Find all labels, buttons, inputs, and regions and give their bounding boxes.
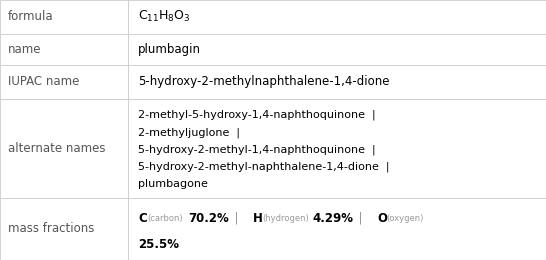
Text: 2-methyl-5-hydroxy-1,4-naphthoquinone  |: 2-methyl-5-hydroxy-1,4-naphthoquinone | bbox=[138, 110, 376, 120]
Bar bbox=[0, 198, 128, 260]
Text: 70.2%: 70.2% bbox=[188, 212, 229, 225]
Text: plumbagin: plumbagin bbox=[138, 43, 201, 56]
Text: plumbagone: plumbagone bbox=[138, 179, 208, 189]
Bar bbox=[0, 65, 128, 99]
Bar bbox=[128, 99, 546, 198]
Text: |: | bbox=[227, 212, 246, 225]
Bar bbox=[128, 34, 546, 65]
Bar bbox=[128, 65, 546, 99]
Text: O: O bbox=[378, 212, 388, 225]
Text: C: C bbox=[138, 212, 147, 225]
Text: 2-methyljuglone  |: 2-methyljuglone | bbox=[138, 127, 240, 138]
Text: 5-hydroxy-2-methyl-naphthalene-1,4-dione  |: 5-hydroxy-2-methyl-naphthalene-1,4-dione… bbox=[138, 161, 390, 172]
Text: (oxygen): (oxygen) bbox=[387, 214, 424, 223]
Text: IUPAC name: IUPAC name bbox=[8, 75, 80, 88]
Bar bbox=[128, 198, 546, 260]
Bar bbox=[0, 0, 128, 34]
Text: formula: formula bbox=[8, 10, 54, 23]
Bar bbox=[128, 0, 546, 34]
Text: alternate names: alternate names bbox=[8, 142, 106, 155]
Text: (hydrogen): (hydrogen) bbox=[262, 214, 309, 223]
Text: mass fractions: mass fractions bbox=[8, 222, 94, 235]
Text: 5-hydroxy-2-methyl-1,4-naphthoquinone  |: 5-hydroxy-2-methyl-1,4-naphthoquinone | bbox=[138, 144, 376, 155]
Text: $\mathsf{C_{11}H_8O_3}$: $\mathsf{C_{11}H_8O_3}$ bbox=[138, 9, 191, 24]
Text: H: H bbox=[253, 212, 263, 225]
Text: 5-hydroxy-2-methylnaphthalene-1,4-dione: 5-hydroxy-2-methylnaphthalene-1,4-dione bbox=[138, 75, 390, 88]
Text: 4.29%: 4.29% bbox=[313, 212, 354, 225]
Text: name: name bbox=[8, 43, 41, 56]
Text: (carbon): (carbon) bbox=[147, 214, 182, 223]
Bar bbox=[0, 99, 128, 198]
Text: |: | bbox=[351, 212, 370, 225]
Text: 25.5%: 25.5% bbox=[138, 238, 179, 251]
Bar bbox=[0, 34, 128, 65]
